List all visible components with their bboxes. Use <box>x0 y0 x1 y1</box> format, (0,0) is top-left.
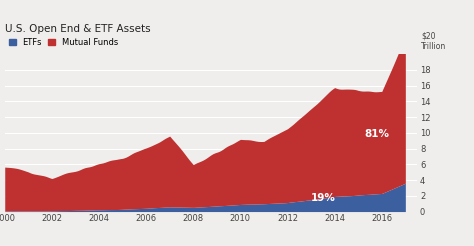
Text: 19%: 19% <box>310 193 335 203</box>
Legend: ETFs, Mutual Funds: ETFs, Mutual Funds <box>9 38 118 47</box>
Text: $20
Trillion: $20 Trillion <box>421 32 447 51</box>
Text: U.S. Open End & ETF Assets: U.S. Open End & ETF Assets <box>5 24 150 34</box>
Text: 81%: 81% <box>365 129 390 139</box>
